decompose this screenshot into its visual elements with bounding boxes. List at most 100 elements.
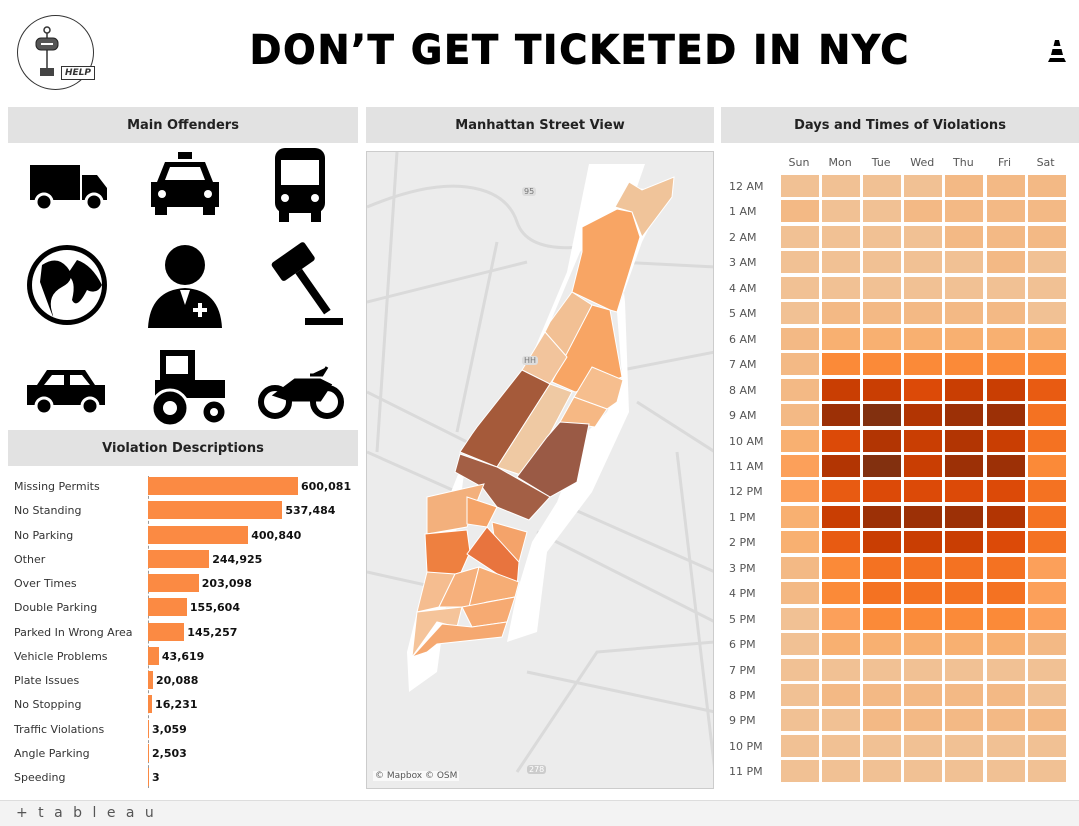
bar[interactable]: [148, 768, 149, 786]
heatmap-cell[interactable]: [822, 760, 861, 783]
heatmap-cell[interactable]: [986, 658, 1025, 681]
heatmap-cell[interactable]: [1027, 709, 1066, 732]
heatmap-cell[interactable]: [863, 276, 902, 299]
heatmap-cell[interactable]: [781, 454, 819, 477]
heatmap-cell[interactable]: [904, 251, 943, 274]
heatmap-cell[interactable]: [863, 378, 902, 401]
bar[interactable]: [148, 622, 185, 641]
heatmap-cell[interactable]: [986, 582, 1025, 605]
heatmap-cell[interactable]: [904, 429, 943, 452]
heatmap-cell[interactable]: [1027, 505, 1066, 528]
heatmap-cell[interactable]: [863, 327, 902, 350]
heatmap-cell[interactable]: [781, 556, 819, 579]
heatmap-cell[interactable]: [1027, 658, 1066, 681]
heatmap-cell[interactable]: [986, 200, 1025, 223]
heatmap-cell[interactable]: [781, 734, 819, 757]
heatmap-cell[interactable]: [822, 607, 861, 630]
heatmap-cell[interactable]: [863, 633, 902, 656]
heatmap-cell[interactable]: [822, 480, 861, 503]
heatmap-cell[interactable]: [986, 454, 1025, 477]
heatmap-cell[interactable]: [1027, 302, 1066, 325]
heatmap-cell[interactable]: [1027, 327, 1066, 350]
heatmap-cell[interactable]: [1027, 353, 1066, 376]
heatmap-cell[interactable]: [904, 760, 943, 783]
bar[interactable]: [148, 574, 199, 592]
heatmap-cell[interactable]: [986, 251, 1025, 274]
heatmap-cell[interactable]: [904, 582, 943, 605]
heatmap-cell[interactable]: [863, 734, 902, 757]
heatmap-cell[interactable]: [945, 607, 984, 630]
heatmap-cell[interactable]: [781, 353, 819, 376]
tractor-icon[interactable]: [140, 340, 230, 430]
heatmap-cell[interactable]: [781, 633, 819, 656]
heatmap-cell[interactable]: [945, 709, 984, 732]
heatmap-cell[interactable]: [945, 505, 984, 528]
heatmap-cell[interactable]: [986, 531, 1025, 554]
heatmap-cell[interactable]: [863, 556, 902, 579]
heatmap-cell[interactable]: [986, 684, 1025, 706]
heatmap-cell[interactable]: [1027, 734, 1066, 757]
globe-icon[interactable]: [22, 240, 112, 330]
gavel-icon[interactable]: [255, 240, 345, 330]
heatmap-cell[interactable]: [1027, 684, 1066, 706]
help-button[interactable]: HELP: [17, 15, 96, 90]
heatmap-cell[interactable]: [986, 760, 1025, 783]
heatmap-cell[interactable]: [986, 276, 1025, 299]
heatmap-cell[interactable]: [986, 302, 1025, 325]
heatmap-cell[interactable]: [986, 225, 1025, 248]
truck-icon[interactable]: [22, 140, 112, 230]
heatmap-cell[interactable]: [822, 200, 861, 223]
heatmap-cell[interactable]: [781, 404, 819, 427]
heatmap-cell[interactable]: [863, 200, 902, 223]
heatmap-cell[interactable]: [863, 607, 902, 630]
heatmap-cell[interactable]: [945, 353, 984, 376]
heatmap-cell[interactable]: [904, 454, 943, 477]
bus-icon[interactable]: [255, 140, 345, 230]
heatmap-cell[interactable]: [822, 225, 861, 248]
heatmap-cell[interactable]: [904, 200, 943, 223]
heatmap-cell[interactable]: [986, 378, 1025, 401]
heatmap-cell[interactable]: [863, 404, 902, 427]
heatmap-cell[interactable]: [1027, 200, 1066, 223]
heatmap-cell[interactable]: [822, 505, 861, 528]
heatmap-cell[interactable]: [904, 505, 943, 528]
heatmap-cell[interactable]: [781, 276, 819, 299]
heatmap-cell[interactable]: [863, 760, 902, 783]
heatmap-cell[interactable]: [863, 480, 902, 503]
heatmap-cell[interactable]: [863, 353, 902, 376]
heatmap-cell[interactable]: [863, 225, 902, 248]
heatmap-cell[interactable]: [904, 658, 943, 681]
heatmap-cell[interactable]: [822, 633, 861, 656]
bar[interactable]: [148, 695, 153, 714]
heatmap-cell[interactable]: [781, 327, 819, 350]
heatmap-cell[interactable]: [1027, 404, 1066, 427]
bar[interactable]: [148, 525, 249, 544]
heatmap-cell[interactable]: [904, 353, 943, 376]
heatmap-cell[interactable]: [822, 429, 861, 452]
heatmap-cell[interactable]: [945, 734, 984, 757]
heatmap-cell[interactable]: [904, 225, 943, 248]
heatmap-cell[interactable]: [863, 684, 902, 706]
bar[interactable]: [148, 477, 298, 495]
heatmap-cell[interactable]: [945, 454, 984, 477]
heatmap-cell[interactable]: [945, 200, 984, 223]
heatmap-cell[interactable]: [945, 480, 984, 503]
heatmap-cell[interactable]: [945, 531, 984, 554]
heatmap-cell[interactable]: [863, 175, 902, 197]
heatmap-cell[interactable]: [945, 276, 984, 299]
heatmap-cell[interactable]: [1027, 633, 1066, 656]
heatmap-cell[interactable]: [781, 709, 819, 732]
heatmap-cell[interactable]: [904, 327, 943, 350]
car-icon[interactable]: [22, 340, 112, 430]
heatmap-cell[interactable]: [904, 378, 943, 401]
official-person-icon[interactable]: [140, 240, 230, 330]
heatmap-cell[interactable]: [1027, 276, 1066, 299]
heatmap-cell[interactable]: [1027, 454, 1066, 477]
bar[interactable]: [148, 549, 210, 568]
bar[interactable]: [148, 598, 187, 617]
heatmap-cell[interactable]: [904, 531, 943, 554]
heatmap-cell[interactable]: [822, 404, 861, 427]
heatmap-cell[interactable]: [945, 658, 984, 681]
heatmap-cell[interactable]: [904, 302, 943, 325]
heatmap-cell[interactable]: [945, 378, 984, 401]
